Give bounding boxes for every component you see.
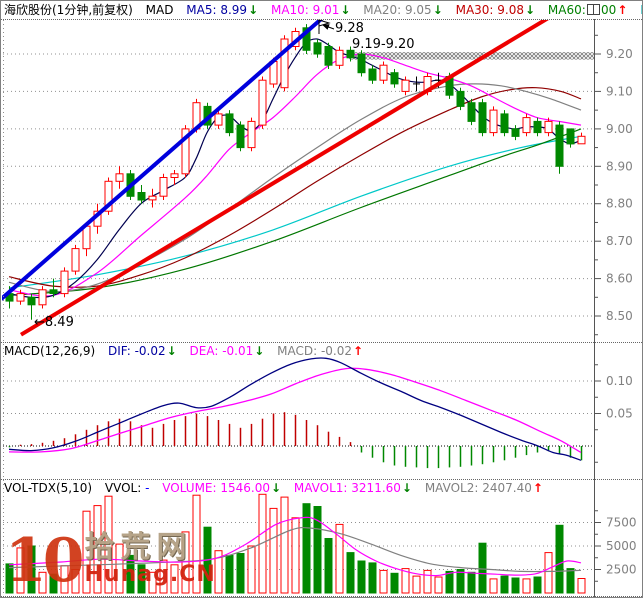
svg-text:2500: 2500 [606,563,637,577]
ma-line-ma30 [8,87,582,288]
ma5-legend: MA5: 8.99↓ [186,3,259,17]
volume-legend: VOLUME: 1546.00↓ [162,481,282,495]
ma-line-ma60 [8,128,582,296]
dif-line [8,357,582,461]
stock-title: 海欣股份(1分钟,前复权) [4,3,133,17]
main-chart-header: 海欣股份(1分钟,前复权) MAD MA5: 8.99↓ MA10: 9.01↓… [4,3,642,17]
vol-title: VOL-TDX(5,10) [4,481,93,495]
svg-text:8.70: 8.70 [606,234,633,248]
dea-arrow-icon: ↓ [254,344,265,358]
svg-text:8.60: 8.60 [606,272,633,286]
dif-legend: DIF: -0.02↓ [107,344,177,358]
ma10-arrow-icon: ↓ [340,3,351,17]
resistance-band [349,52,594,60]
mavol1-line [8,516,582,577]
ma5-arrow-icon: ↓ [248,3,259,17]
indicator-name: MAD [145,3,174,17]
main-panel [2,20,586,337]
macd-header: MACD(12,26,9) DIF: -0.02↓ DEA: -0.01↓ MA… [4,344,363,358]
svg-text:8.90: 8.90 [606,159,633,173]
macd-title: MACD(12,26,9) [4,344,96,358]
indicator-window-icon[interactable] [587,4,600,15]
vvol-label: VVOL: [104,481,142,495]
svg-text:9.10: 9.10 [606,84,633,98]
svg-text:9.00: 9.00 [606,122,633,136]
mavol1-arrow-icon: ↓ [401,481,412,495]
panel-dividers [1,19,642,597]
ma30-legend: MA30: 9.08↓ [455,3,536,17]
volume-panel: 7500 5000 2500 [3,493,637,594]
annotation-low-price: ←8.49 [34,315,74,330]
svg-text:7500: 7500 [606,516,637,530]
dif-arrow-icon: ↓ [166,344,177,358]
svg-text:5000: 5000 [606,539,637,553]
annotation-resistance-range: 9.19-9.20 [352,37,415,52]
macd-panel: 0.10 0.05 [3,357,633,469]
peak-flag-marker [318,19,335,34]
mavol1-legend: MAVOL1: 3211.60↓ [293,481,412,495]
svg-text:0.05: 0.05 [606,407,633,421]
macd-arrow-icon: ↑ [353,344,364,358]
ma-line-ma10 [8,53,582,297]
ma120-legend: MA120: [640,3,642,17]
candles [5,24,586,320]
macd-value-legend: MACD: -0.02↑ [277,344,364,358]
support-trendline-red [19,20,549,337]
annotation-peak-price: 9.28 [335,21,364,36]
svg-text:9.20: 9.20 [606,47,633,61]
dea-line [8,367,582,454]
ma60-arrow-icon: ↑ [617,3,628,17]
ma10-legend: MA10: 9.01↓ [270,3,351,17]
ma30-arrow-icon: ↓ [525,3,536,17]
ma20-arrow-icon: ↓ [432,3,443,17]
mavol2-arrow-icon: ↑ [532,481,543,495]
dea-legend: DEA: -0.01↓ [189,344,265,358]
mavol2-legend: MAVOL2: 2407.40↑ [424,481,543,495]
vvol-value: - [145,481,150,495]
volume-header: VOL-TDX(5,10) VVOL: - VOLUME: 1546.00↓ M… [4,481,543,495]
svg-text:8.50: 8.50 [606,309,633,323]
ma20-legend: MA20: 9.05↓ [363,3,443,17]
svg-text:8.80: 8.80 [606,197,633,211]
svg-text:0.10: 0.10 [606,374,633,388]
volume-arrow-icon: ↓ [270,481,282,495]
ma-line-ma120 [8,135,582,289]
support-trendline-blue [2,20,324,301]
